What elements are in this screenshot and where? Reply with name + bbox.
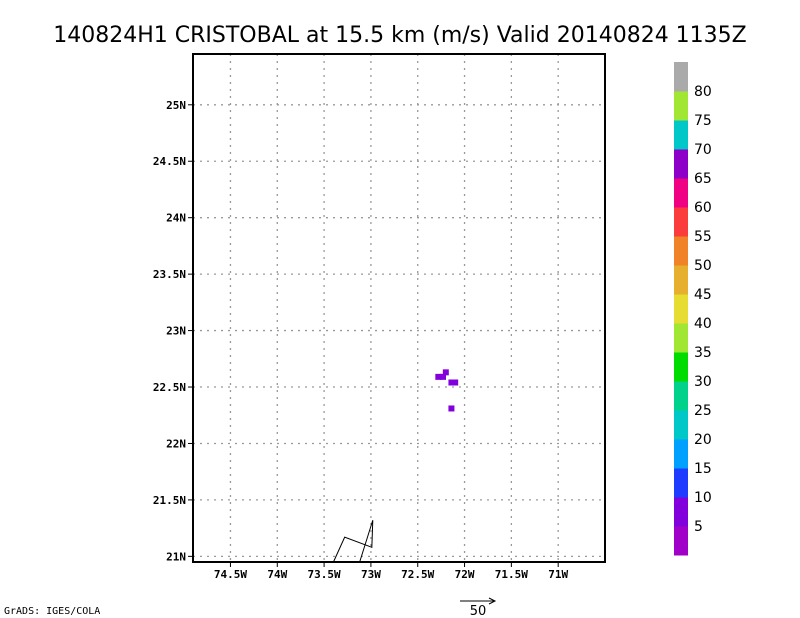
reference-vector-head: [488, 597, 497, 605]
reference-vector-label: 50: [470, 604, 487, 618]
y-tick-label-5: 23.5N: [153, 268, 186, 281]
y-tick-label-2: 22N: [166, 437, 186, 450]
colorbar-segment-1: [674, 497, 688, 527]
x-tick-label-2: 73.5W: [308, 568, 341, 581]
colorbar-segment-9: [674, 265, 688, 295]
y-tick-label-7: 24.5N: [153, 155, 186, 168]
credit-text: GrADS: IGES/COLA: [4, 606, 100, 617]
colorbar-segment-8: [674, 294, 688, 324]
y-tick-label-8: 25N: [166, 99, 186, 112]
x-tick-label-4: 72.5W: [401, 568, 434, 581]
wind-cell-1: [440, 373, 447, 380]
wind-cell-4: [452, 379, 459, 386]
colorbar-label-2: 15: [694, 461, 712, 477]
x-tick-label-6: 71.5W: [495, 568, 528, 581]
colorbar-label-13: 70: [694, 142, 712, 158]
y-tick-label-4: 23N: [166, 325, 186, 338]
x-tick-label-0: 74.5W: [214, 568, 247, 581]
colorbar-label-0: 5: [694, 519, 703, 535]
y-tick-label-0: 21N: [166, 550, 186, 563]
colorbar-label-10: 55: [694, 229, 712, 245]
colorbar-segment-4: [674, 410, 688, 440]
colorbar-label-9: 50: [694, 258, 712, 274]
colorbar-segment-15: [674, 91, 688, 121]
wind-speed-cells: [435, 369, 459, 412]
wind-cell-0: [435, 373, 442, 380]
colorbar-label-15: 80: [694, 84, 712, 100]
x-tick-label-7: 71W: [548, 568, 568, 581]
colorbar-segment-12: [674, 178, 688, 208]
colorbar-label-12: 65: [694, 171, 712, 187]
coastline: [332, 520, 374, 563]
colorbar-label-5: 30: [694, 374, 712, 390]
colorbar-label-1: 10: [694, 490, 712, 506]
wind-cell-3: [448, 379, 455, 386]
colorbar: 5 10 15 20 25 30 35 40 45 50 55 60 65 70 75 80: [674, 62, 712, 556]
colorbar-label-8: 45: [694, 287, 712, 303]
colorbar-segment-13: [674, 149, 688, 179]
colorbar-segment-3: [674, 439, 688, 469]
y-axis: 21N 21.5N 22N 22.5N 23N 23.5N 24N 24.5N 25N: [153, 99, 193, 563]
reference-vector: 50: [460, 597, 497, 618]
colorbar-segment-0: [674, 526, 688, 556]
colorbar-label-6: 35: [694, 345, 712, 361]
y-tick-label-1: 21.5N: [153, 494, 186, 507]
colorbar-label-11: 60: [694, 200, 712, 216]
x-tick-label-1: 74W: [267, 568, 287, 581]
colorbar-segment-2: [674, 468, 688, 498]
colorbar-segment-7: [674, 323, 688, 353]
colorbar-label-4: 25: [694, 403, 712, 419]
colorbar-segment-11: [674, 207, 688, 237]
y-tick-label-3: 22.5N: [153, 381, 186, 394]
map-outline: [332, 520, 374, 563]
colorbar-segment-16: [674, 62, 688, 92]
x-axis: 74.5W 74W 73.5W 73W 72.5W 72W 71.5W 71W: [214, 562, 568, 581]
y-tick-label-6: 24N: [166, 212, 186, 225]
x-tick-label-5: 72W: [455, 568, 475, 581]
chart-title: 140824H1 CRISTOBAL at 15.5 km (m/s) Vali…: [53, 23, 747, 48]
x-tick-label-3: 73W: [361, 568, 381, 581]
colorbar-label-7: 40: [694, 316, 712, 332]
grid: [193, 54, 605, 562]
colorbar-segment-10: [674, 236, 688, 266]
colorbar-segment-6: [674, 352, 688, 382]
wind-cell-2: [442, 369, 449, 376]
plot-frame: [192, 53, 606, 563]
colorbar-segment-5: [674, 381, 688, 411]
colorbar-label-14: 75: [694, 113, 712, 129]
colorbar-label-3: 20: [694, 432, 712, 448]
colorbar-segment-14: [674, 120, 688, 150]
wind-cell-5: [448, 405, 455, 412]
